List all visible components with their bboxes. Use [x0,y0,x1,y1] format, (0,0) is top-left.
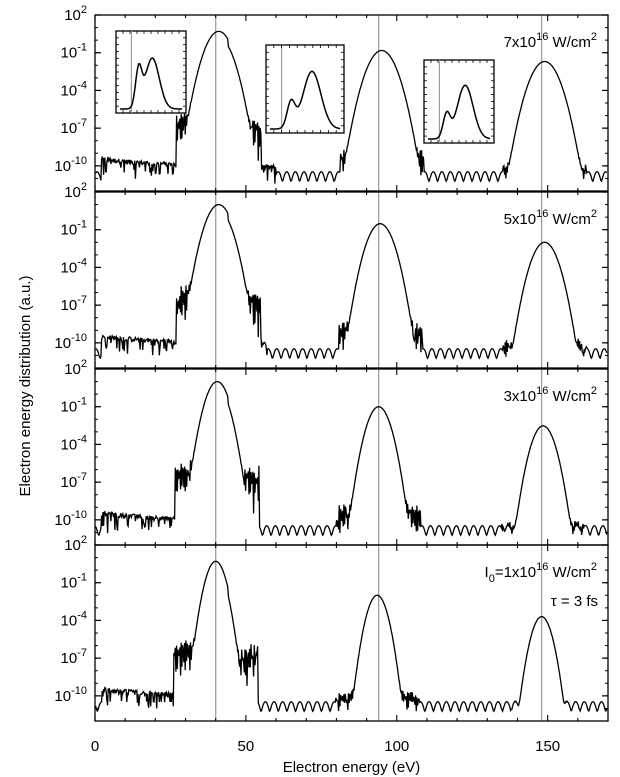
y-tick-label: 10-10 [54,685,87,705]
y-tick-label: 10-7 [61,471,87,491]
intensity-label: I0=1x1016 W/cm2 [485,561,597,585]
inset-curve [120,57,182,110]
x-tick-label: 50 [238,738,255,755]
x-axis-label: Electron energy (eV) [283,759,421,776]
y-tick-label: 102 [64,181,87,201]
y-tick-label: 10-10 [54,332,87,352]
y-tick-label: 10-1 [61,396,87,416]
panel-4: 102 10-1 10-4 10-7 10-10 I0=1x1016 W/cm2 τ = 3… [54,534,609,722]
panel-2: 102 10-1 10-4 10-7 10-10 5x1016 W/cm2 [54,181,609,369]
y-axis-label: Electron energy distribution (a.u.) [17,276,34,497]
pulse-duration-label: τ = 3 fs [551,593,598,610]
y-tick-label: 10-10 [54,509,87,529]
y-tick-label: 10-1 [61,572,87,592]
intensity-label: 3x1016 W/cm2 [504,385,597,405]
y-tick-label: 10-1 [61,219,87,239]
inset-curve [428,84,491,140]
inset-frame [115,30,187,114]
inset-3 [423,59,495,144]
inset-2 [265,44,345,134]
x-tick-label: 0 [91,738,99,755]
y-tick-label: 102 [64,534,87,554]
inset-curve [270,70,341,130]
y-tick-label: 10-7 [61,294,87,314]
panel-3: 102 10-1 10-4 10-7 10-10 3x1016 W/cm2 [54,358,609,546]
series-line [94,560,608,713]
y-tick-label: 102 [64,358,87,378]
y-tick-label: 10-1 [61,42,87,62]
series-line [95,30,608,184]
intensity-label: 7x1016 W/cm2 [504,31,597,51]
y-tick-label: 10-10 [54,155,87,175]
series-line [95,203,608,360]
x-tick-label: 100 [384,738,409,755]
y-tick-label: 10-7 [61,647,87,667]
series-line [95,380,608,537]
y-tick-label: 102 [64,4,87,24]
inset-1 [115,30,187,114]
panel-1: 102 10-1 10-4 10-7 10-10 7x1016 W/cm2 [54,4,609,192]
y-tick-label: 10-4 [61,609,87,629]
intensity-label: 5x1016 W/cm2 [504,208,597,228]
y-tick-label: 10-4 [61,433,87,453]
y-tick-label: 10-7 [61,117,87,137]
y-tick-label: 10-4 [61,256,87,276]
x-tick-label: 150 [535,738,560,755]
y-tick-label: 10-4 [61,79,87,99]
